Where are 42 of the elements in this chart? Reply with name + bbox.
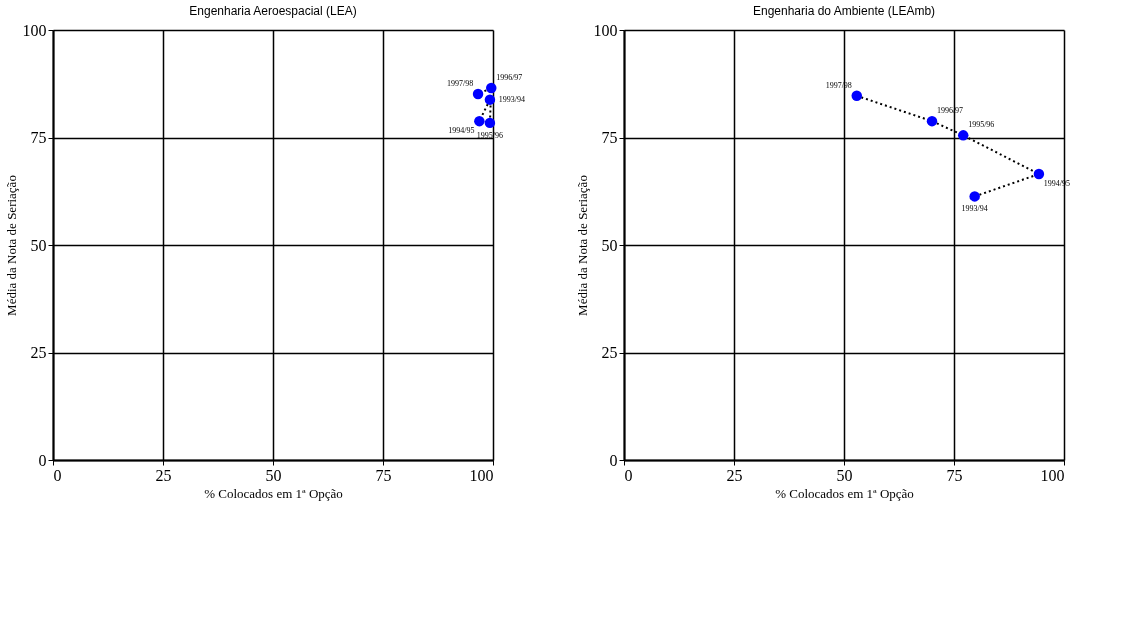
y-tick-label: 25 xyxy=(601,344,618,361)
point xyxy=(472,88,484,100)
point xyxy=(1033,168,1045,180)
annotation: 1996/97 xyxy=(496,73,523,83)
chart-title: Engenharia do Ambiente (LEAmb) xyxy=(752,4,936,18)
y-tick-label: 25 xyxy=(30,344,47,361)
y-tick-label: 50 xyxy=(30,236,47,254)
x-tick-label: 100 xyxy=(469,466,494,484)
annotation: 1997/98 xyxy=(446,79,474,89)
x-axis-title: % Colocados em 1ª Opção xyxy=(204,485,343,501)
point xyxy=(926,115,938,127)
point xyxy=(851,90,862,102)
x-tick-label: 50 xyxy=(836,466,853,484)
annotation: 1995/96 xyxy=(968,120,995,130)
y-tick-label: 100 xyxy=(22,21,47,39)
y-tick-label: 0 xyxy=(38,451,47,469)
x-tick-label: 25 xyxy=(726,466,743,484)
y-tick-label: 100 xyxy=(593,21,618,39)
y-tick-label: 50 xyxy=(601,236,618,254)
x-tick-label: 0 xyxy=(53,466,62,484)
y-tick-label: 0 xyxy=(609,451,618,469)
x-axis-title: % Colocados em 1ª Opção xyxy=(775,485,914,501)
point xyxy=(474,115,485,127)
point xyxy=(486,82,497,94)
annotation: 1993/94 xyxy=(498,94,526,104)
annotation: 1994/95 xyxy=(448,126,475,136)
x-tick-label: 100 xyxy=(1040,466,1065,484)
y-tick-label: 75 xyxy=(601,129,618,146)
y-axis-title: Média da Nota de Seriação xyxy=(3,175,19,316)
x-tick-label: 75 xyxy=(946,466,963,484)
point xyxy=(484,94,496,105)
x-tick-label: 50 xyxy=(265,466,282,484)
y-axis-title: Média da Nota de Seriação xyxy=(574,175,590,316)
x-tick-label: 0 xyxy=(624,466,633,484)
x-tick-label: 25 xyxy=(155,466,172,484)
annotation: 1993/94 xyxy=(961,204,988,214)
x-tick-label: 75 xyxy=(375,466,392,484)
point xyxy=(484,117,496,129)
chart-title: Engenharia Aeroespacial (LEA) xyxy=(189,4,357,18)
y-tick-label: 75 xyxy=(30,129,47,146)
point xyxy=(958,130,969,141)
point xyxy=(969,191,980,202)
